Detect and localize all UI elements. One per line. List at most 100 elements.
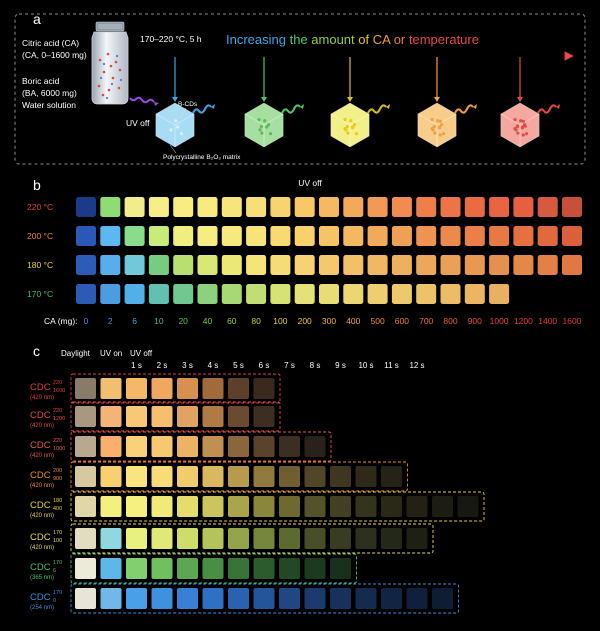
sample-swatch [562, 226, 582, 246]
afterglow-row: CDC 220 1600(420 nm) [30, 373, 281, 404]
afterglow-swatch [228, 558, 249, 579]
afterglow-swatch [304, 496, 326, 517]
cd-dot [513, 117, 517, 122]
sample-swatch [440, 284, 461, 304]
daylight-swatch [75, 496, 96, 517]
ca-tick-label: 1600 [563, 316, 582, 326]
afterglow-swatch [202, 528, 224, 549]
afterglow-swatch [253, 436, 275, 457]
sample-swatch [76, 226, 96, 246]
emission-wave [367, 104, 387, 114]
banner-word: Increasing [226, 32, 290, 47]
afterglow-swatch [151, 406, 173, 427]
afterglow-swatch [202, 436, 224, 457]
sample-label-sup: 180 [53, 498, 62, 504]
sample-swatch [319, 226, 339, 246]
ca-tick-label: 900 [468, 316, 482, 326]
uv-wave-arrowhead [154, 102, 159, 106]
afterglow-swatch [202, 496, 224, 517]
afterglow-swatch [432, 588, 453, 609]
drop-arrowhead [347, 97, 353, 102]
panel-c: c Daylight UV on UV off 1 s 2 s 3 s 4 s 5 s 6… [30, 343, 485, 614]
cd-dot [260, 131, 264, 135]
afterglow-swatch [355, 528, 377, 549]
sample-label: CDC [30, 440, 51, 451]
afterglow-swatch [177, 436, 198, 457]
row-frame [70, 373, 281, 404]
ca-tick-label: 6 [132, 316, 137, 326]
cd-dot [263, 119, 267, 123]
sample-swatch [489, 284, 510, 304]
cd-dot [258, 128, 262, 132]
ca-tick-label: 200 [298, 316, 312, 326]
temperature-label: 200 °C [27, 231, 53, 241]
sample-swatch [367, 197, 388, 217]
cube-row [129, 96, 560, 148]
sample-swatch [367, 284, 388, 304]
reagent-line: (CA, 0–1600 mg) [22, 50, 87, 60]
time-label: 11 s [384, 361, 399, 370]
daylight-swatch [75, 436, 96, 457]
sample-label: CDC [30, 562, 51, 573]
matrix-label: Polycrystalline B₂O₃ matrix [163, 154, 241, 161]
cd-dot [346, 131, 350, 135]
cd-dot [350, 126, 355, 130]
afterglow-swatch [279, 558, 300, 579]
col-header-uv-off: UV off [130, 349, 153, 358]
sample-label: CDC [30, 532, 51, 543]
matrix-cube [417, 102, 477, 148]
afterglow-swatch [177, 406, 198, 427]
sample-swatch [343, 197, 364, 217]
sample-swatch [440, 226, 461, 246]
reagent-line: Citric acid (CA) [22, 38, 79, 48]
sample-swatch [464, 197, 485, 217]
temperature-label: 180 °C [27, 260, 53, 270]
sample-swatch [513, 226, 534, 246]
time-label: 9 s [335, 361, 346, 370]
ca-tick-label: 800 [443, 316, 457, 326]
emission-arrowhead [556, 104, 560, 109]
sample-label-sup: 200 [53, 468, 62, 474]
cd-dot [519, 119, 523, 123]
sample-label-sub: 1200 [53, 416, 65, 422]
afterglow-swatch [177, 496, 198, 517]
afterglow-swatch [202, 378, 224, 399]
cd-dot [169, 128, 173, 132]
sample-swatch [489, 226, 510, 246]
afterglow-row: CDC 170 0(254 nm) [30, 583, 459, 614]
afterglow-swatch [406, 496, 428, 517]
afterglow-swatch [151, 528, 173, 549]
sample-swatch [562, 197, 582, 217]
sample-swatch [416, 284, 437, 304]
reagent-line: Boric acid [22, 76, 60, 86]
afterglow-swatch [381, 528, 402, 549]
sample-swatch [343, 284, 364, 304]
sample-label: CDC [30, 470, 51, 481]
afterglow-swatch [381, 496, 402, 517]
afterglow-swatch [177, 378, 198, 399]
banner-word: CA [373, 32, 394, 47]
cd-dot [266, 123, 271, 127]
afterglow-swatch [253, 466, 275, 487]
afterglow-swatch [202, 588, 224, 609]
panel-b: b UV off 220 °C 200 °C 180 °C 170 °C CA (mg… [27, 177, 582, 326]
sample-label-sub: 1000 [53, 446, 65, 452]
row-frame [70, 583, 459, 614]
sample-swatch [76, 284, 96, 304]
sample-label-sup: 170 [53, 590, 62, 596]
afterglow-swatch [253, 588, 275, 609]
daylight-swatch [75, 558, 96, 579]
cd-dot [179, 132, 184, 136]
sample-swatch [100, 255, 121, 275]
emission-wave [281, 104, 301, 114]
time-label: 5 s [233, 361, 244, 370]
cd-dot [523, 124, 527, 128]
sample-swatch [76, 197, 96, 217]
ca-tick-label: 1200 [514, 316, 533, 326]
afterglow-swatch [202, 406, 224, 427]
afterglow-swatch [381, 466, 402, 487]
afterglow-swatch [228, 496, 249, 517]
afterglow-swatch [304, 436, 326, 457]
sample-swatch [513, 255, 534, 275]
